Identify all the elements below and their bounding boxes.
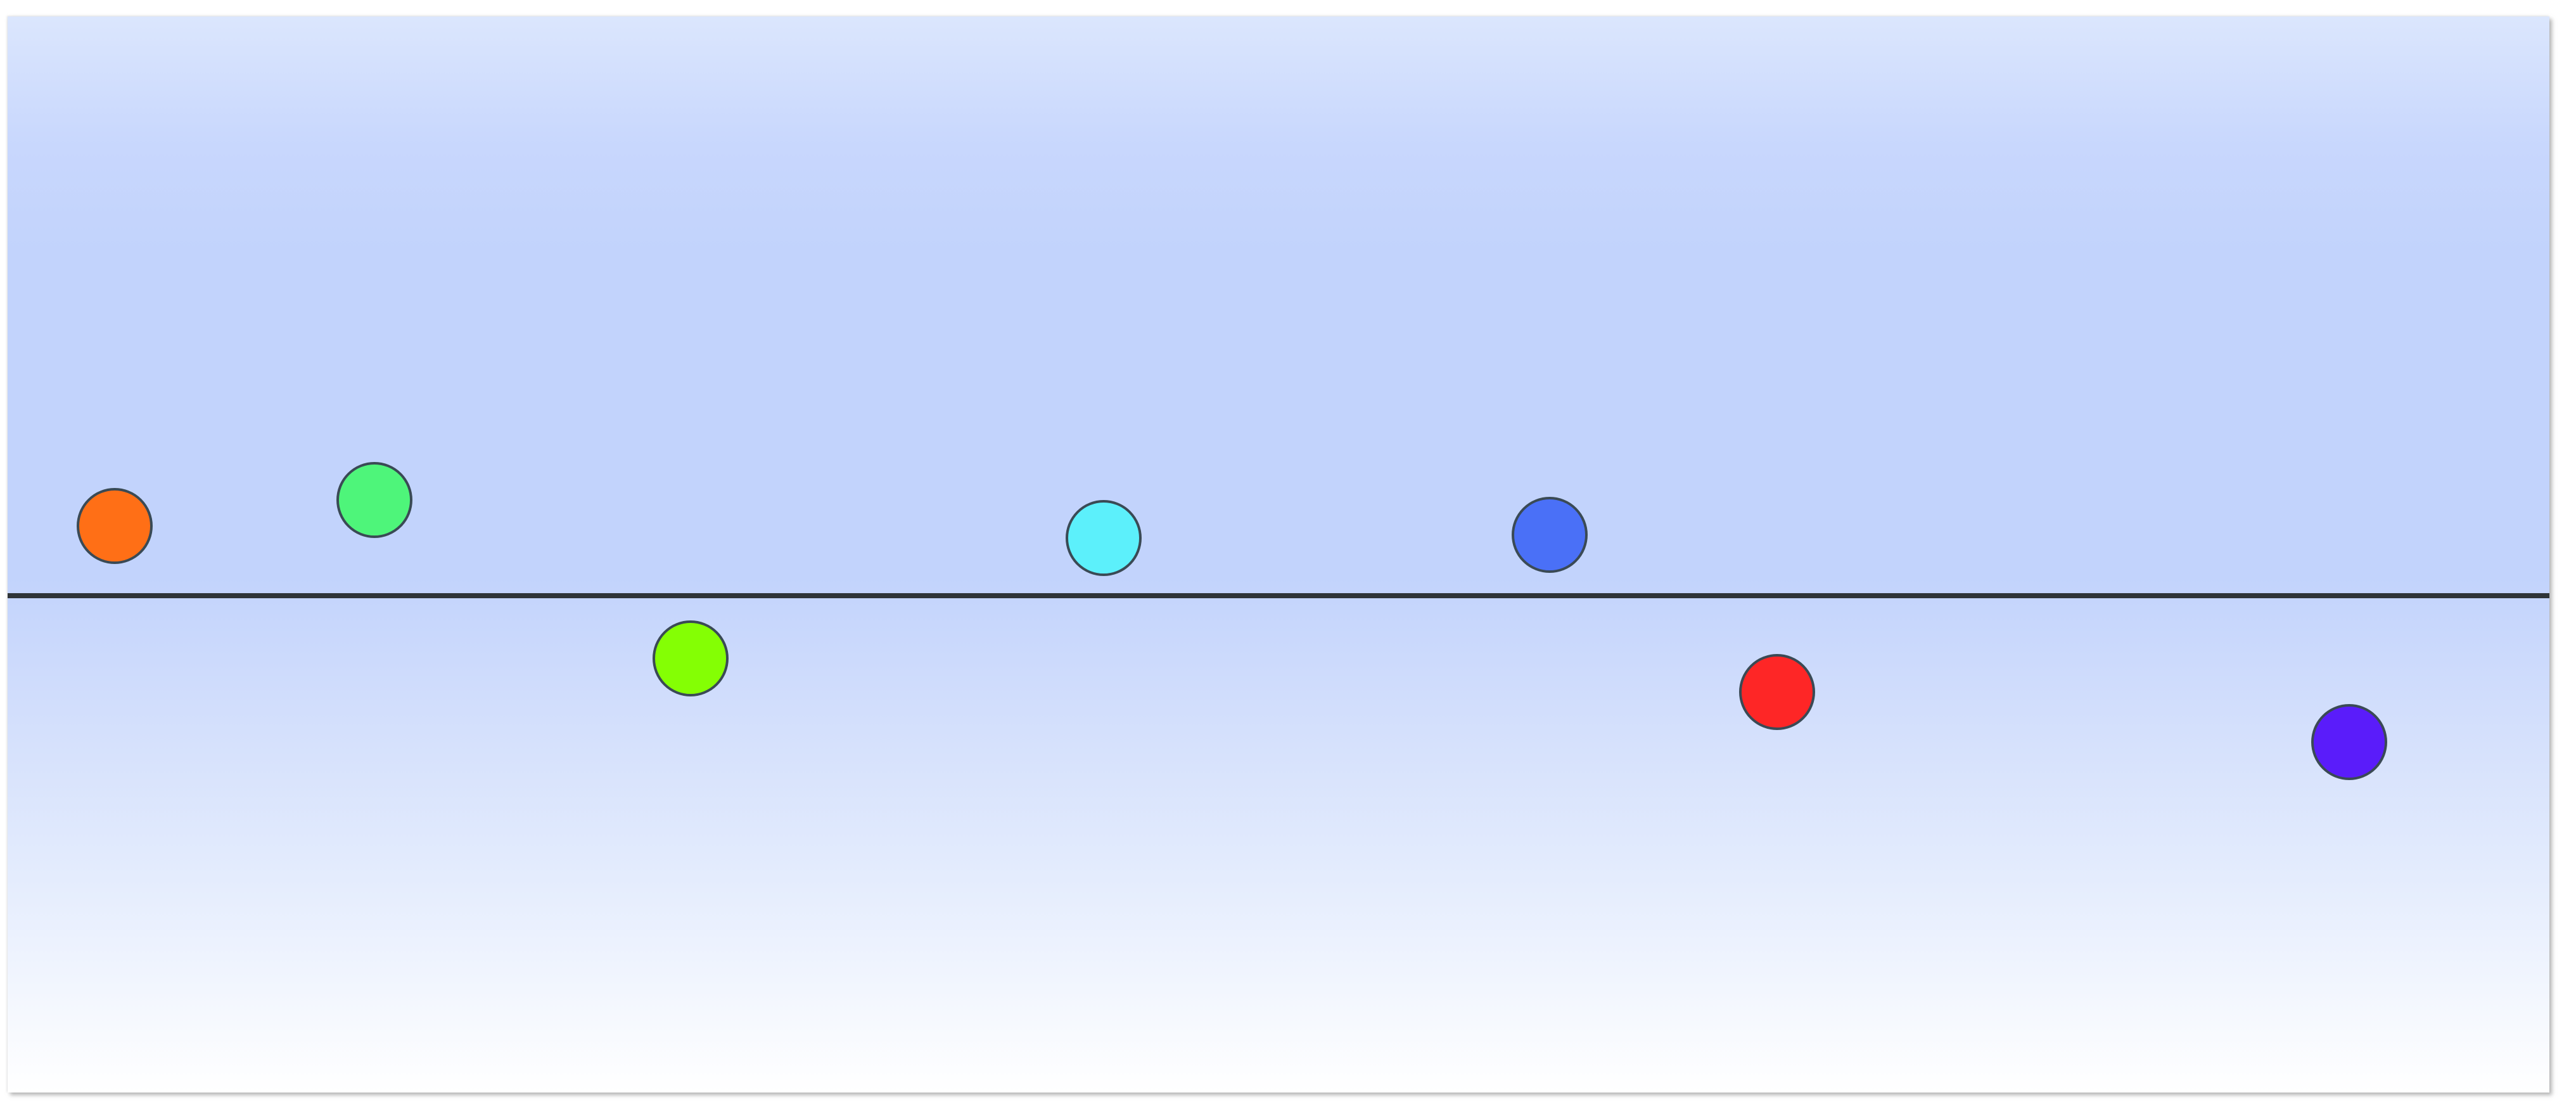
violet-dot[interactable] [2311,704,2387,780]
baseline-line [8,593,2549,598]
cyan-dot[interactable] [1066,500,1142,576]
green-dot[interactable] [336,462,412,538]
orange-dot[interactable] [77,488,153,564]
blue-dot[interactable] [1512,497,1588,573]
lime-dot[interactable] [653,620,729,696]
canvas-area [8,16,2549,1093]
red-dot[interactable] [1739,654,1815,730]
